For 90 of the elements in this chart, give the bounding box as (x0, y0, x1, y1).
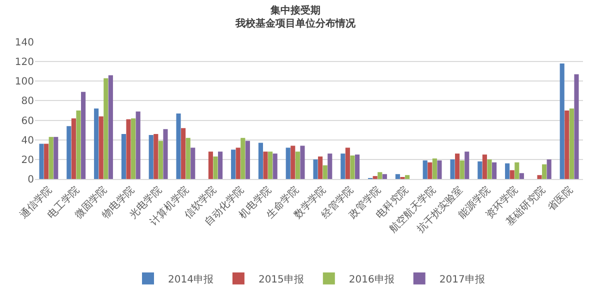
bar (487, 159, 492, 179)
bar (236, 148, 240, 179)
bar (158, 140, 163, 179)
bar (372, 176, 378, 179)
bar (176, 113, 181, 179)
bar (350, 156, 355, 179)
bar (104, 78, 108, 179)
bar (382, 174, 387, 179)
bar (48, 136, 54, 179)
y-tick-label: 80 (21, 96, 34, 108)
bar (131, 118, 136, 179)
y-tick-label: 40 (21, 135, 34, 146)
bar (322, 165, 328, 179)
y-tick-label: 0 (28, 174, 34, 186)
legend-label: 2015申报 (258, 273, 304, 286)
bar (519, 173, 524, 179)
bar (395, 174, 400, 179)
y-tick-label: 140 (14, 38, 34, 48)
bar (542, 164, 547, 179)
bar (71, 118, 76, 179)
x-tick-label: 省医院 (545, 184, 575, 214)
bar (39, 144, 44, 179)
bar (286, 148, 290, 179)
bar (505, 163, 510, 179)
bar (148, 134, 154, 179)
bar (428, 162, 432, 179)
bar (98, 116, 104, 179)
chart-title: 集中接受期 (270, 4, 320, 17)
bar (437, 160, 442, 179)
bar (231, 150, 236, 179)
bar (546, 159, 552, 179)
bar (263, 152, 268, 179)
bar (510, 170, 514, 179)
bar (66, 126, 72, 179)
bar (537, 175, 542, 179)
y-tick-label: 60 (21, 116, 34, 127)
bar (218, 152, 223, 179)
bar (258, 142, 263, 179)
bar (54, 136, 58, 179)
bar (378, 172, 382, 179)
bar (121, 134, 126, 179)
bar (272, 154, 278, 179)
y-tick-label: 120 (14, 57, 34, 68)
bar (126, 119, 131, 179)
bar (181, 128, 186, 179)
bar (240, 138, 246, 179)
bar (455, 154, 460, 179)
bar (136, 111, 140, 179)
bar (422, 160, 428, 179)
bar (340, 154, 346, 179)
bar (163, 129, 168, 179)
bar (460, 160, 464, 179)
bar (300, 146, 305, 179)
bar (328, 154, 332, 179)
bar (574, 74, 579, 179)
bar (478, 161, 482, 179)
bar (154, 134, 158, 179)
bar (313, 159, 318, 179)
bar (432, 158, 437, 179)
bar (464, 152, 470, 179)
bar (186, 138, 190, 179)
bar (268, 152, 273, 179)
bar (108, 75, 113, 179)
bar (94, 108, 99, 179)
bar (405, 175, 410, 179)
bar (76, 110, 81, 179)
bar (190, 148, 196, 179)
legend-label: 2016申报 (348, 273, 394, 286)
chart-subtitle: 我校基金项目单位分布情况 (234, 18, 356, 30)
bar (482, 154, 487, 179)
bar (450, 159, 455, 179)
bar (569, 108, 574, 179)
bar (345, 148, 350, 179)
bar (492, 162, 497, 179)
bar (560, 64, 564, 179)
bar (514, 162, 520, 179)
y-tick-label: 100 (14, 76, 34, 88)
bar (208, 152, 213, 179)
bar (564, 110, 570, 179)
bar (245, 140, 250, 179)
bar (44, 144, 49, 179)
bar (213, 156, 218, 179)
legend-label: 2014申报 (168, 273, 214, 286)
bar (295, 152, 300, 179)
bar (81, 92, 86, 179)
legend-label: 2017申报 (439, 273, 485, 286)
bar (318, 156, 323, 179)
bar (355, 154, 360, 179)
bar (290, 146, 296, 179)
y-tick-label: 20 (21, 154, 34, 166)
